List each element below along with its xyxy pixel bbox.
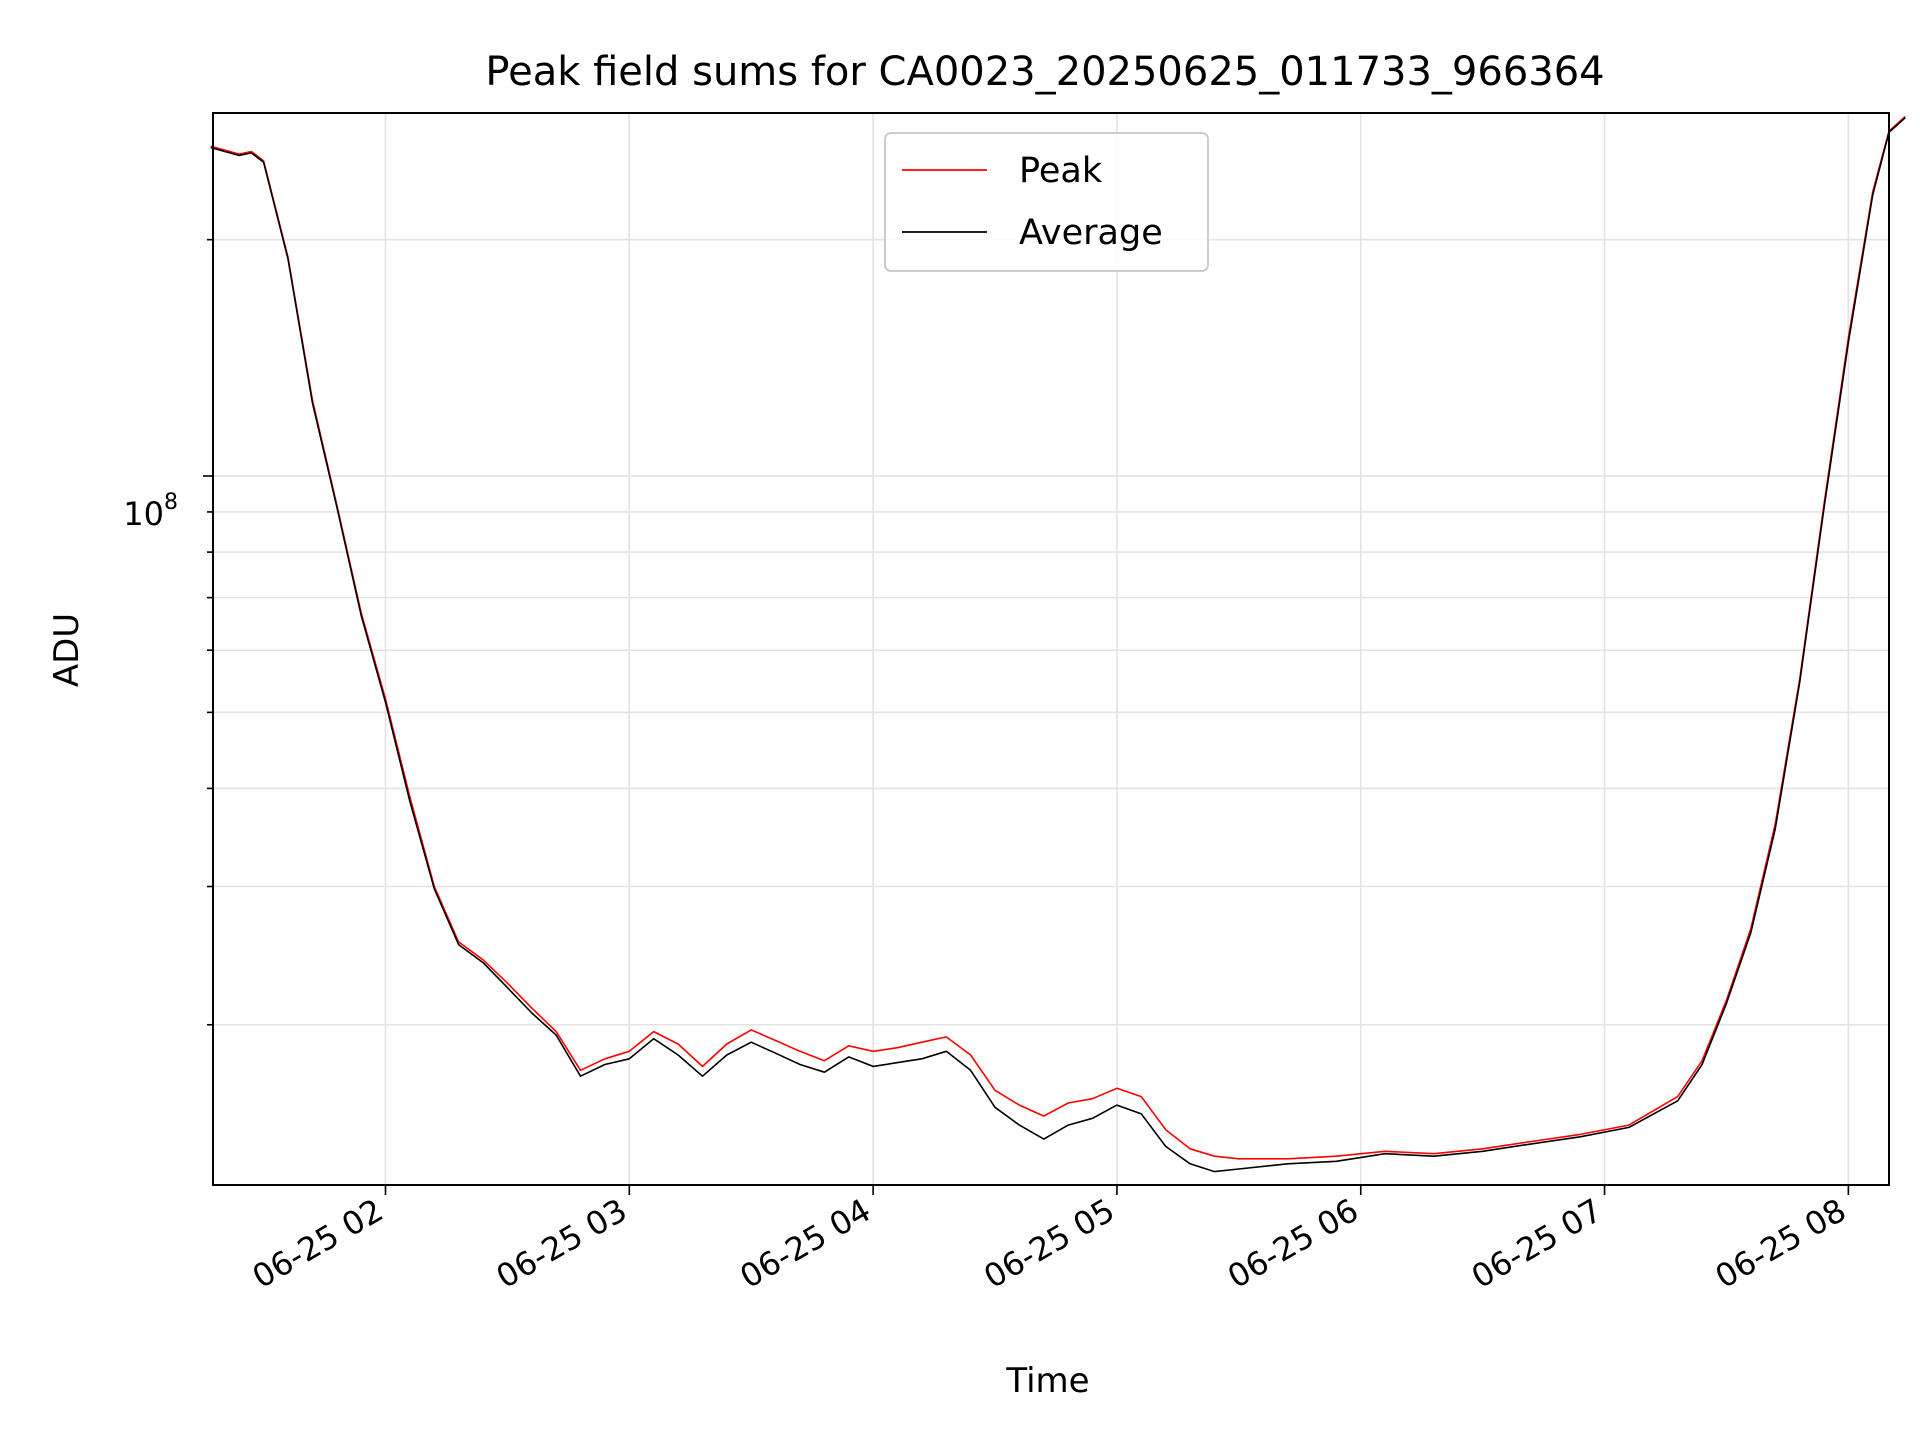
y-axis-label: ADU <box>47 613 87 687</box>
series-layer <box>210 115 1906 1173</box>
grid <box>213 113 1889 1185</box>
y-tick-label-major: 108 <box>123 490 178 533</box>
legend-average-label: Average <box>1019 213 1163 253</box>
series-line-peak <box>210 115 1906 1160</box>
legend: Peak Average <box>884 132 1209 272</box>
series-line-average <box>210 117 1906 1173</box>
y-tick-exponent: 8 <box>164 490 178 515</box>
legend-box <box>884 132 1209 272</box>
y-tick-base: 10 <box>123 495 164 533</box>
legend-peak-label: Peak <box>1019 151 1103 191</box>
plot-frame <box>212 112 1890 1186</box>
chart-title: Peak field sums for CA0023_20250625_0117… <box>485 49 1604 95</box>
x-axis-label: Time <box>1005 1361 1089 1401</box>
